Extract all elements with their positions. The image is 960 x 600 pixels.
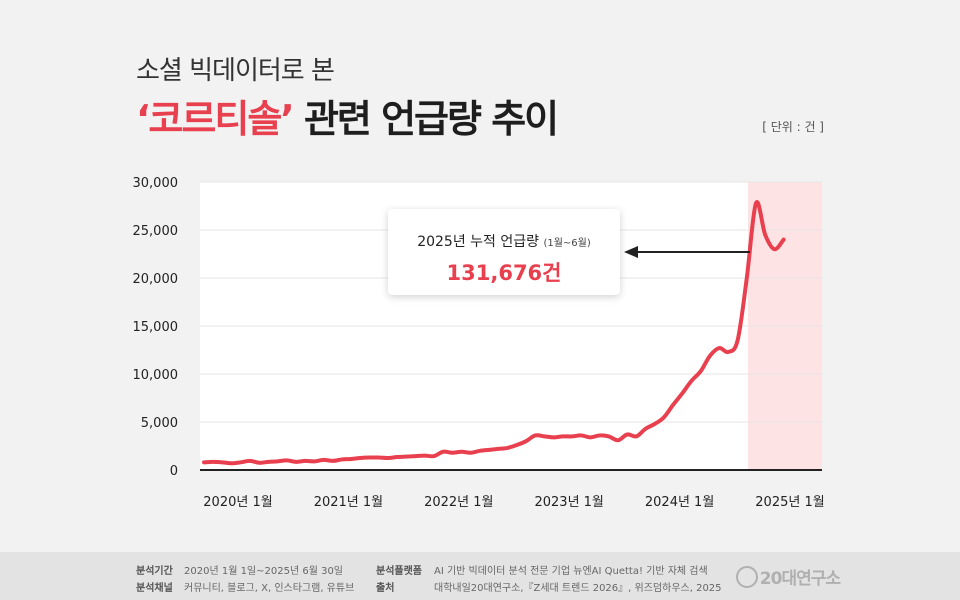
callout-value: 131,676건 [446, 261, 562, 285]
x-tick-label: 2022년 1월 [424, 495, 493, 510]
y-tick-label: 15,000 [133, 320, 179, 335]
cumulative-callout: 2025년 누적 언급량 (1월~6월) 131,676건 [388, 209, 620, 295]
x-tick-label: 2025년 1월 [755, 495, 824, 510]
y-tick-label: 0 [170, 464, 178, 479]
footer-source-key: 출처 [376, 583, 395, 594]
title-accent: ‘코르티솔’ [136, 97, 295, 141]
y-tick-label: 5,000 [141, 416, 178, 431]
footer-platform-key: 분석플랫폼 [376, 566, 422, 577]
footer: 분석기간 2020년 1월 1일~2025년 6월 30일 분석채널 커뮤니티,… [0, 552, 960, 600]
footer-source-value: 대학내일20대연구소,『Z세대 트렌드 2026』, 위즈덤하우스, 2025 [434, 583, 722, 594]
title-rest: 관련 언급량 추이 [292, 97, 559, 141]
footer-period-key: 분석기간 [136, 566, 173, 577]
page-subtitle: 소셜 빅데이터로 본 [136, 56, 335, 86]
page-title: ‘코르티솔’ 관련 언급량 추이 [136, 88, 559, 143]
x-tick-label: 2023년 1월 [534, 495, 603, 510]
arrow-head-icon [624, 246, 638, 258]
y-tick-label: 20,000 [133, 272, 179, 287]
footer-period-value: 2020년 1월 1일~2025년 6월 30일 [184, 566, 344, 577]
callout-period: (1월~6월) [543, 238, 591, 249]
footer-channel-key: 분석채널 [136, 583, 173, 594]
callout-label: 2025년 누적 언급량 [417, 234, 540, 250]
x-tick-label: 2024년 1월 [645, 495, 714, 510]
unit-label: [ 단위 : 건 ] [762, 120, 824, 134]
y-tick-label: 25,000 [133, 224, 179, 239]
x-tick-label: 2020년 1월 [203, 495, 272, 510]
y-tick-label: 30,000 [133, 176, 179, 191]
brand-logo: 20대연구소 [735, 564, 841, 590]
series-line [202, 200, 786, 466]
x-tick-label: 2021년 1월 [314, 495, 383, 510]
y-tick-label: 10,000 [133, 368, 179, 383]
logo-text: 20대연구소 [759, 569, 841, 589]
logo-mark-icon [735, 566, 758, 588]
footer-platform-value: AI 기반 빅데이터 분석 전문 기업 뉴엔AI Quetta! 기반 자체 검… [434, 566, 708, 577]
footer-channel-value: 커뮤니티, 블로그, X, 인스타그램, 유튜브 [184, 583, 355, 594]
